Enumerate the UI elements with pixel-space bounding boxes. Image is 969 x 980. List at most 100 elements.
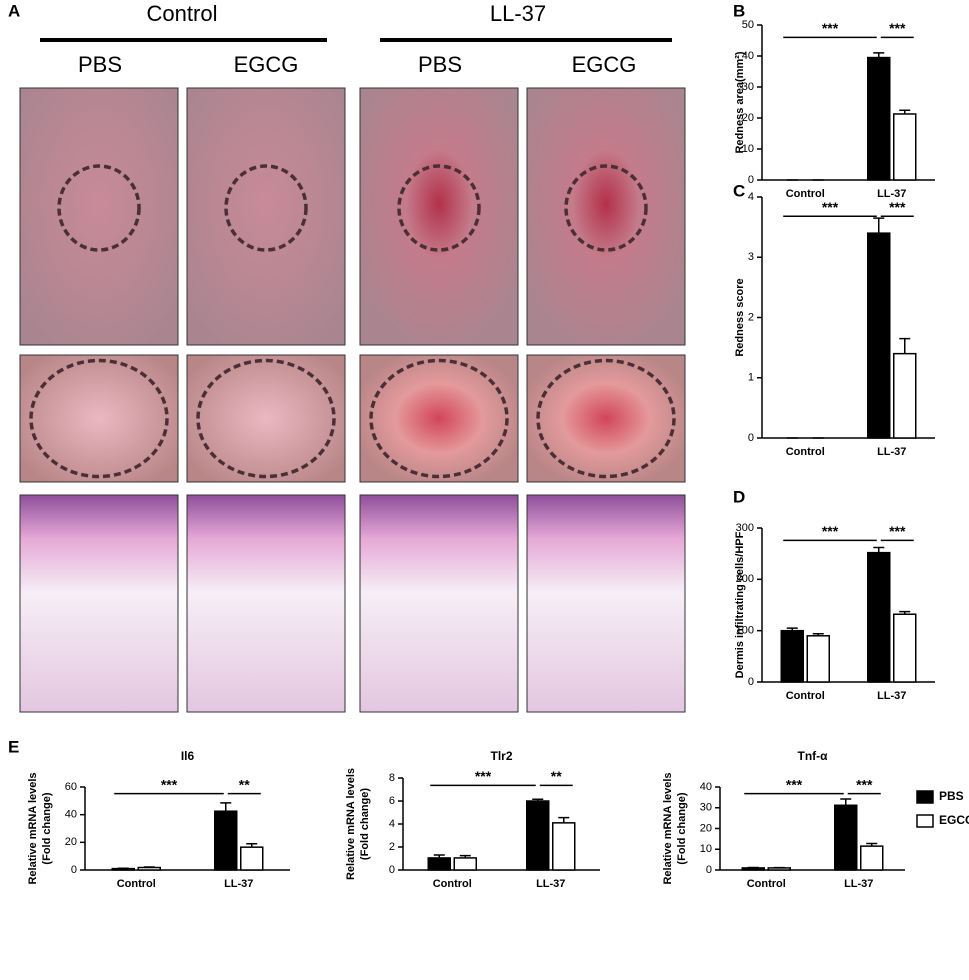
y-tick-label: 0 [389,864,395,876]
marker-circle [536,358,676,479]
bar [453,857,477,871]
panel-label: C [733,181,745,200]
photo-panel: A Control LL-37 PBS EGCG PBS EGCG [8,1,686,713]
y-tick-label: 0 [71,864,77,876]
x-tick-label: Control [433,878,472,890]
y-axis-label: Relative mRNA levels [345,768,357,880]
panel-label: E [8,737,19,756]
y-axis-label: Redness area(mm²) [734,51,746,153]
chart-title: Il6 [181,749,195,763]
photo [186,494,346,713]
error-bar [899,337,911,354]
chart-title: Tnf-α [797,749,828,763]
y-tick-label: 30 [742,81,754,93]
x-tick-label: LL-37 [536,878,565,890]
error-bar [558,816,570,823]
y-tick-label: 8 [389,772,395,784]
x-tick-label: LL-37 [844,878,873,890]
error-bar [873,217,885,234]
x-tick-label: Control [786,690,825,702]
panel-label: B [733,1,745,20]
bar-chart: B Redness area(mm²) 0 10 20 30 40 50 Control LL-3… [733,1,935,200]
y-tick-label: 0 [706,864,712,876]
y-tick-label: 0 [748,676,754,688]
photo [526,354,686,483]
y-tick-label: 1 [748,372,754,384]
y-axis-label: (Fold change) [41,792,53,864]
significance-label: *** [889,199,906,215]
y-tick-label: 3 [748,251,754,263]
y-tick-label: 20 [700,822,712,834]
marker-circle [224,164,308,252]
x-tick-label: Control [117,878,156,890]
significance-label: *** [475,768,492,784]
bar [893,352,917,439]
photo [359,354,519,483]
significance-label: *** [856,776,873,792]
chart-title: Tlr2 [490,749,512,763]
column-label: PBS [78,52,122,77]
y-tick-label: 10 [700,843,712,855]
significance-label: ** [551,768,562,784]
bar [834,804,858,871]
photo [359,87,519,346]
x-tick-label: LL-37 [224,878,253,890]
bar-chart: Tlr2 Relative mRNA levels (Fold change) 0 2 4… [345,749,600,890]
photo [186,87,346,346]
bar [240,846,264,871]
y-tick-label: 2 [389,841,395,853]
column-label: EGCG [572,52,637,77]
y-axis-label: Relative mRNA levels [662,772,674,884]
x-tick-label: Control [786,446,825,458]
marker-circle [57,164,141,252]
photo [526,494,686,713]
significance-label: *** [822,523,839,539]
bar [427,857,451,871]
y-tick-label: 20 [65,836,77,848]
bar [214,810,238,871]
x-tick-label: Control [786,188,825,200]
error-bar [840,798,852,806]
y-tick-label: 200 [736,573,754,585]
bar [137,866,161,871]
bar [741,867,765,871]
error-bar [873,52,885,58]
y-axis-label: Relative mRNA levels [27,772,39,884]
marker-circle [29,358,169,479]
group-label: Control [147,1,218,26]
bar [867,232,891,439]
marker-circle [196,358,336,479]
photo [19,354,179,483]
significance-label: *** [889,20,906,36]
y-tick-label: 2 [748,311,754,323]
bar [111,867,135,871]
bar [552,822,576,871]
y-tick-label: 40 [742,50,754,62]
y-axis-label: Dermis infiltrating cells/HPF [734,531,746,678]
y-tick-label: 6 [389,795,395,807]
significance-label: *** [822,20,839,36]
bar-chart: Tnf-α Relative mRNA levels (Fold change) 0 1… [662,749,969,890]
significance-label: ** [239,776,250,792]
error-bar [873,546,885,553]
marker-circle [564,164,648,252]
photo [186,354,346,483]
significance-label: *** [161,776,178,792]
photo [19,494,179,713]
photo [359,494,519,713]
x-tick-label: LL-37 [877,188,906,200]
legend-label: EGCG [939,813,969,827]
y-tick-label: 40 [700,781,712,793]
marker-circle [369,358,509,479]
bar-chart: E Il6 Relative mRNA levels (Fold change) 0 20… [8,737,290,890]
y-tick-label: 0 [748,432,754,444]
y-tick-label: 50 [742,19,754,31]
y-tick-label: 20 [742,112,754,124]
y-tick-label: 40 [65,809,77,821]
y-tick-label: 0 [748,174,754,186]
y-tick-label: 100 [736,625,754,637]
column-label: PBS [418,52,462,77]
